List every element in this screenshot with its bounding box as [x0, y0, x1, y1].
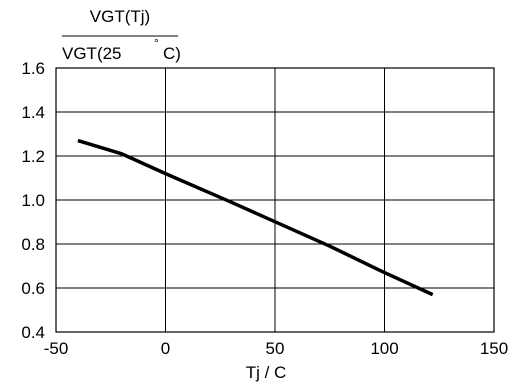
y-tick-label: 1.6 [21, 59, 45, 78]
y-tick-label: 0.8 [21, 235, 45, 254]
y-tick-label: 1.2 [21, 147, 45, 166]
ylabel-denominator-prefix: VGT(25 [62, 44, 122, 63]
y-tick-label: 1.4 [21, 103, 45, 122]
x-axis-title: Tj / C [246, 363, 287, 382]
x-tick-label: 50 [266, 339, 285, 358]
ylabel-denominator-suffix: C) [163, 44, 181, 63]
ylabel-numerator: VGT(Tj) [90, 7, 150, 26]
y-tick-label: 0.4 [21, 323, 45, 342]
y-tick-label: 1.0 [21, 191, 45, 210]
y-tick-label: 0.6 [21, 279, 45, 298]
ylabel-degree-symbol: ° [154, 36, 159, 50]
series-layer [77, 138, 434, 297]
series-line [77, 138, 434, 297]
plot-frame [55, 67, 495, 333]
ticks-layer: -50 0 50 100 150 0.4 0.6 0.8 1.0 1.2 1.4 1.6 [21, 59, 508, 358]
x-tick-label: -50 [44, 339, 69, 358]
x-tick-label: 0 [161, 339, 170, 358]
x-tick-label: 150 [480, 339, 508, 358]
x-tick-label: 100 [370, 339, 398, 358]
